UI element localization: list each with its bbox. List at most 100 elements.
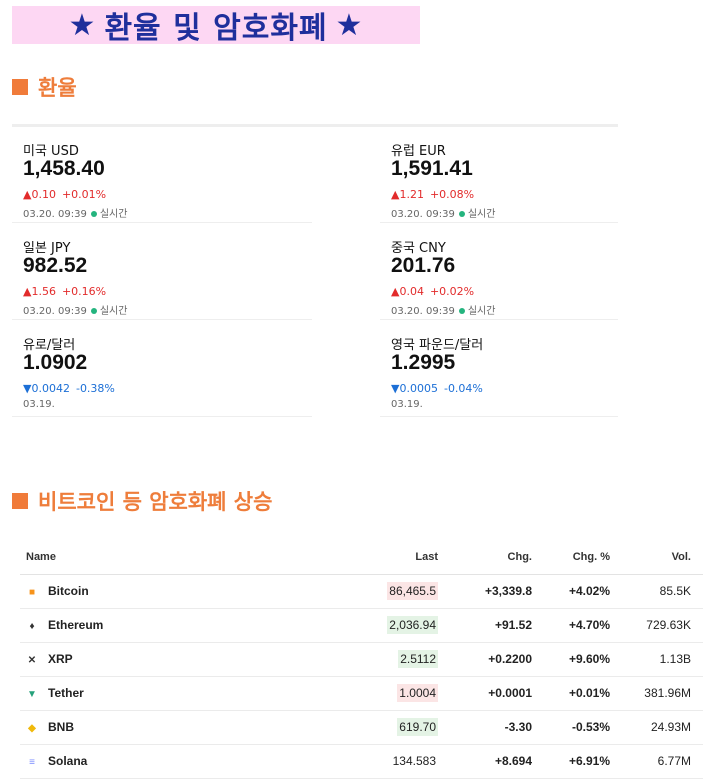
coin-name[interactable]: XRP (48, 652, 73, 666)
last-price-cell: 619.70 (310, 710, 450, 745)
live-dot-icon (90, 307, 97, 314)
fx-change: ▲1.56 +0.16% (23, 285, 107, 298)
table-row[interactable]: ▼ Tether 1.0004 +0.0001 +0.01% 381.96M (20, 676, 703, 711)
fx-timestamp: 03.19. (391, 399, 423, 410)
col-header-last[interactable]: Last (310, 540, 450, 575)
change-pct-cell: +0.01% (544, 676, 622, 711)
volume-cell: 1.13B (622, 642, 703, 677)
fx-card-gbp-usd[interactable]: 영국 파운드/달러 1.2995 ▼0.0005 -0.04% 03.19. (380, 321, 618, 417)
table-row[interactable]: ■ Bitcoin 86,465.5 +3,339.8 +4.02% 85.5K (20, 574, 703, 609)
fx-card-eur[interactable]: 유럽 EUR 1,591.41 ▲1.21 +0.08% 03.20. 09:39… (380, 127, 618, 223)
coin-name[interactable]: Solana (48, 754, 88, 768)
coin-name[interactable]: BNB (48, 720, 74, 734)
last-price: 134.583 (392, 754, 436, 768)
table-row[interactable]: ✕ XRP 2.5112 +0.2200 +9.60% 1.13B (20, 642, 703, 677)
coin-name-cell[interactable]: ◆ BNB (20, 710, 310, 745)
fx-card-usd[interactable]: 미국 USD 1,458.40 ▲0.10 +0.01% 03.20. 09:39… (12, 127, 312, 223)
last-price-cell: 86,465.5 (310, 574, 450, 609)
fx-value: 201.76 (391, 254, 456, 277)
caret-up-icon: ▲ (23, 188, 32, 201)
last-price: 619.70 (397, 718, 438, 736)
fx-value: 1,591.41 (391, 157, 473, 180)
square-bullet-icon (12, 493, 28, 509)
coin-name[interactable]: Bitcoin (48, 584, 89, 598)
live-dot-icon (458, 210, 465, 217)
bitcoin-icon: ■ (28, 587, 36, 598)
change-pct-cell: +6.91% (544, 744, 622, 779)
table-row[interactable]: ◆ BNB 619.70 -3.30 -0.53% 24.93M (20, 710, 703, 745)
fx-timestamp: 03.20. 09:39 실시간 (391, 209, 496, 220)
table-row[interactable]: ≡ Solana 134.583 +8.694 +6.91% 6.77M (20, 744, 703, 779)
page-banner: ★ 환율 및 암호화폐 ★ (12, 6, 420, 46)
fx-change: ▼0.0042 -0.38% (23, 382, 115, 395)
exchange-rate-grid: 미국 USD 1,458.40 ▲0.10 +0.01% 03.20. 09:39… (12, 124, 618, 424)
banner-title: 환율 및 암호화폐 (104, 11, 328, 46)
volume-cell: 381.96M (622, 676, 703, 711)
fx-section-title: 환율 (12, 72, 77, 102)
fx-change: ▼0.0005 -0.04% (391, 382, 483, 395)
fx-name: 중국 CNY (391, 241, 446, 256)
fx-value: 1.0902 (23, 351, 88, 374)
col-header-chg-pct[interactable]: Chg. % (544, 540, 622, 575)
xrp-icon: ✕ (27, 655, 37, 666)
change-pct-cell: +4.70% (544, 608, 622, 643)
change-cell: +8.694 (450, 744, 544, 779)
fx-name: 유로/달러 (23, 338, 76, 353)
ethereum-icon: ♦ (29, 621, 35, 632)
square-bullet-icon (12, 79, 28, 95)
last-price-cell: 2.5112 (310, 642, 450, 677)
col-header-name[interactable]: Name (20, 540, 310, 575)
crypto-table-body: ■ Bitcoin 86,465.5 +3,339.8 +4.02% 85.5K ♦ Ethe… (20, 574, 703, 779)
fx-card-jpy[interactable]: 일본 JPY 982.52 ▲1.56 +0.16% 03.20. 09:39 실시… (12, 224, 312, 320)
caret-down-icon: ▼ (391, 382, 400, 395)
caret-down-icon: ▼ (23, 382, 32, 395)
fx-name: 일본 JPY (23, 241, 71, 256)
fx-section-title-text: 환율 (38, 76, 77, 100)
fx-value: 982.52 (23, 254, 88, 277)
fx-name: 미국 USD (23, 144, 79, 159)
last-price-cell: 1.0004 (310, 676, 450, 711)
coin-name-cell[interactable]: ✕ XRP (20, 642, 310, 677)
fx-card-cny[interactable]: 중국 CNY 201.76 ▲0.04 +0.02% 03.20. 09:39 실시… (380, 224, 618, 320)
table-row[interactable]: ♦ Ethereum 2,036.94 +91.52 +4.70% 729.63K (20, 608, 703, 643)
caret-up-icon: ▲ (391, 188, 400, 201)
last-price: 1.0004 (397, 684, 438, 702)
star-icon: ★ (68, 7, 97, 43)
last-price: 86,465.5 (387, 582, 438, 600)
coin-name[interactable]: Tether (48, 686, 84, 700)
caret-up-icon: ▲ (391, 285, 400, 298)
change-pct-cell: -0.53% (544, 710, 622, 745)
change-cell: +0.2200 (450, 642, 544, 677)
coin-name-cell[interactable]: ■ Bitcoin (20, 574, 310, 609)
change-cell: +0.0001 (450, 676, 544, 711)
live-dot-icon (458, 307, 465, 314)
fx-change: ▲0.10 +0.01% (23, 188, 107, 201)
change-cell: +91.52 (450, 608, 544, 643)
coin-name-cell[interactable]: ♦ Ethereum (20, 608, 310, 643)
fx-name: 영국 파운드/달러 (391, 338, 484, 353)
tether-icon: ▼ (27, 689, 37, 700)
fx-timestamp: 03.20. 09:39 실시간 (23, 306, 128, 317)
coin-name-cell[interactable]: ≡ Solana (20, 744, 310, 779)
change-pct-cell: +4.02% (544, 574, 622, 609)
fx-change: ▲1.21 +0.08% (391, 188, 475, 201)
fx-card-eur-usd[interactable]: 유로/달러 1.0902 ▼0.0042 -0.38% 03.19. (12, 321, 312, 417)
coin-name-cell[interactable]: ▼ Tether (20, 676, 310, 711)
fx-timestamp: 03.20. 09:39 실시간 (23, 209, 128, 220)
fx-change: ▲0.04 +0.02% (391, 285, 475, 298)
col-header-chg[interactable]: Chg. (450, 540, 544, 575)
fx-timestamp: 03.20. 09:39 실시간 (391, 306, 496, 317)
volume-cell: 6.77M (622, 744, 703, 779)
fx-value: 1,458.40 (23, 157, 105, 180)
table-header-row: Name Last Chg. Chg. % Vol. (20, 540, 703, 575)
change-pct-cell: +9.60% (544, 642, 622, 677)
volume-cell: 729.63K (622, 608, 703, 643)
col-header-vol[interactable]: Vol. (622, 540, 703, 575)
bnb-icon: ◆ (28, 723, 36, 734)
coin-name[interactable]: Ethereum (48, 618, 104, 632)
change-cell: +3,339.8 (450, 574, 544, 609)
crypto-section-title-text: 비트코인 등 암호화폐 상승 (38, 490, 273, 514)
fx-value: 1.2995 (391, 351, 456, 374)
fx-name: 유럽 EUR (391, 144, 446, 159)
live-dot-icon (90, 210, 97, 217)
